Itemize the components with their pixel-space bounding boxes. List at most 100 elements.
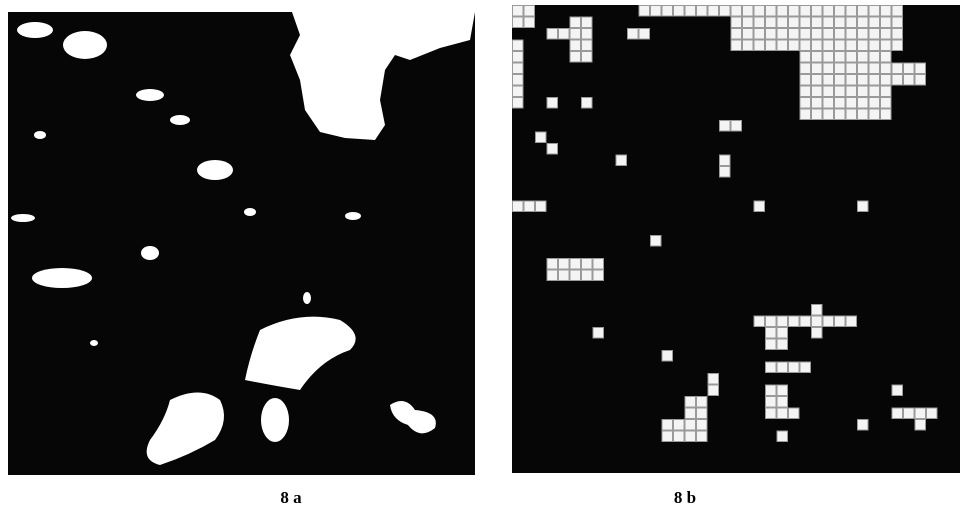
cell <box>823 52 834 63</box>
cell <box>846 316 857 327</box>
cell <box>858 29 869 40</box>
panel-a <box>8 12 475 475</box>
cell <box>858 420 869 431</box>
cell <box>754 17 765 28</box>
cell <box>754 201 765 212</box>
cell <box>892 75 903 86</box>
cell <box>835 86 846 97</box>
cell <box>582 17 593 28</box>
cell <box>777 339 788 350</box>
cell <box>892 17 903 28</box>
cell <box>536 201 547 212</box>
cell <box>582 98 593 109</box>
cell <box>536 132 547 143</box>
cell <box>881 63 892 74</box>
cell <box>812 17 823 28</box>
cell <box>547 270 558 281</box>
cell <box>593 270 604 281</box>
cell <box>800 52 811 63</box>
cell <box>513 40 524 51</box>
cell <box>731 6 742 17</box>
cell <box>685 420 696 431</box>
figure: 8 a 8 b <box>0 0 965 515</box>
cell <box>858 6 869 17</box>
cell <box>858 17 869 28</box>
cell <box>835 6 846 17</box>
cell <box>720 6 731 17</box>
cell <box>674 420 685 431</box>
cell <box>858 52 869 63</box>
cell <box>812 98 823 109</box>
cell <box>812 86 823 97</box>
cell <box>766 362 777 373</box>
cell <box>697 431 708 442</box>
cell <box>892 408 903 419</box>
cell <box>582 259 593 270</box>
cell <box>513 63 524 74</box>
cell <box>524 17 535 28</box>
cell <box>582 270 593 281</box>
cell <box>685 431 696 442</box>
cell <box>766 397 777 408</box>
cell <box>869 52 880 63</box>
cell <box>697 408 708 419</box>
cell <box>720 167 731 178</box>
cell <box>720 155 731 166</box>
cell <box>881 17 892 28</box>
cell <box>570 259 581 270</box>
cell <box>915 63 926 74</box>
cell <box>754 40 765 51</box>
caption: 8 a <box>280 488 302 507</box>
cell <box>812 75 823 86</box>
cell <box>846 109 857 120</box>
cell <box>651 6 662 17</box>
cell <box>858 63 869 74</box>
cell <box>892 63 903 74</box>
cell <box>869 75 880 86</box>
cell <box>777 316 788 327</box>
blob <box>34 131 46 139</box>
cell <box>800 98 811 109</box>
blob <box>90 340 98 346</box>
cell <box>743 29 754 40</box>
cell <box>869 86 880 97</box>
blob <box>170 115 190 125</box>
caption: 8 b <box>674 488 696 507</box>
cell <box>800 75 811 86</box>
cell <box>513 6 524 17</box>
cell <box>835 109 846 120</box>
cell <box>651 236 662 247</box>
cell <box>570 29 581 40</box>
cell <box>869 17 880 28</box>
cell <box>823 6 834 17</box>
cell <box>766 339 777 350</box>
cell <box>823 17 834 28</box>
cell <box>731 17 742 28</box>
cell <box>593 259 604 270</box>
cell <box>582 40 593 51</box>
cell <box>513 75 524 86</box>
cell <box>823 40 834 51</box>
cell <box>582 29 593 40</box>
cell <box>754 29 765 40</box>
cell <box>662 431 673 442</box>
cell <box>904 63 915 74</box>
cell <box>777 17 788 28</box>
cell <box>881 109 892 120</box>
cell <box>823 316 834 327</box>
cell <box>662 351 673 362</box>
cell <box>766 316 777 327</box>
cell <box>858 201 869 212</box>
cell <box>570 270 581 281</box>
cell <box>697 6 708 17</box>
cell <box>766 17 777 28</box>
cell <box>858 40 869 51</box>
cell <box>835 29 846 40</box>
blob <box>63 31 107 59</box>
cell <box>777 40 788 51</box>
cell <box>639 29 650 40</box>
cell <box>835 316 846 327</box>
cell <box>754 6 765 17</box>
cell <box>915 75 926 86</box>
cell <box>697 420 708 431</box>
